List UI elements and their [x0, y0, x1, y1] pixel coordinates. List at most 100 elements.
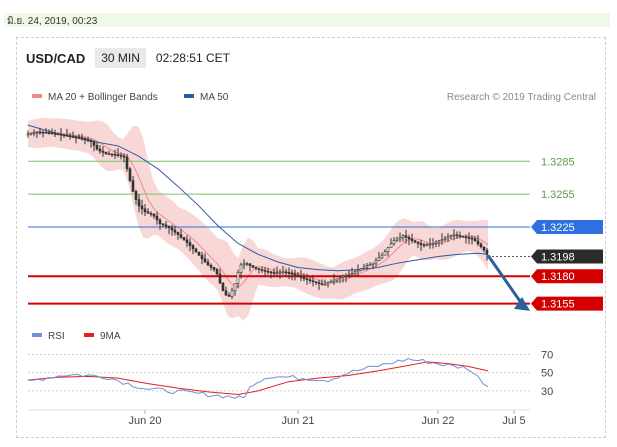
candle-body [317, 282, 321, 284]
candle-body [428, 243, 432, 246]
candle-body [257, 268, 261, 270]
candle-body [422, 244, 426, 246]
rsi-legend-label: RSI [48, 331, 65, 342]
candle-body [377, 257, 381, 261]
candle-body [452, 234, 456, 237]
candle-body [386, 247, 390, 252]
candle-body [197, 251, 201, 256]
candle-body [86, 138, 90, 141]
candle-body [281, 271, 285, 274]
candle-body [80, 137, 84, 139]
candle-body [479, 243, 483, 248]
rsi-ma-line [27, 361, 489, 396]
timestamp: 02:28:51 CET [155, 51, 230, 65]
ma50-line [27, 124, 489, 272]
candle-body [320, 283, 324, 285]
candle-body [482, 246, 486, 251]
ma50-legend-swatch [184, 94, 194, 98]
candle-body [401, 235, 405, 238]
candle-body [371, 262, 375, 265]
candle-body [446, 236, 450, 239]
ma20-legend-label: MA 20 + Bollinger Bands [48, 92, 158, 103]
rsi-line [27, 358, 489, 399]
candle-body [110, 153, 114, 156]
date-background [4, 13, 610, 27]
candle-body [260, 269, 264, 271]
candle-body [353, 271, 357, 274]
candle-body [215, 269, 219, 275]
candle-body [293, 273, 297, 276]
candle-body [323, 283, 327, 286]
candle-body [59, 133, 63, 136]
candle-body [440, 239, 444, 242]
candle-body [326, 282, 330, 285]
level-badge-1-3155 [531, 296, 603, 311]
candle-body [251, 265, 255, 268]
candle-body [218, 273, 222, 284]
candle-body [56, 133, 60, 136]
candle-body [188, 242, 192, 246]
rsi-legend-swatch [32, 333, 42, 337]
candle-body [149, 213, 153, 215]
candle-body [176, 232, 180, 235]
candle-body [476, 240, 480, 245]
level-label-1-3225: 1.3225 [541, 222, 575, 234]
candle-body [329, 281, 333, 284]
candle-body [485, 249, 489, 255]
candle-body [71, 135, 75, 138]
candle-body [167, 225, 171, 229]
candle-body [125, 156, 129, 170]
candle-body [26, 133, 30, 136]
rsi-ma-legend-label: 9MA [100, 331, 121, 342]
timeframe-badge[interactable]: 30 MIN [95, 48, 146, 68]
candle-body [224, 290, 228, 296]
candle-body [449, 235, 453, 238]
candle-body [314, 281, 318, 283]
level-label-1-3155: 1.3155 [541, 299, 575, 311]
candle-body [335, 278, 339, 281]
candle-body [104, 152, 108, 154]
candle-body [416, 241, 420, 244]
candle-body [161, 223, 165, 226]
candle-body [296, 274, 300, 277]
currency-pair: USD/CAD [26, 50, 86, 66]
candle-body [263, 270, 267, 272]
x-tick-label: Jun 20 [128, 415, 161, 427]
candle-body [407, 237, 411, 240]
candle-body [356, 269, 360, 273]
level-label-1-3285: 1.3285 [541, 156, 575, 168]
rsi-tick-30: 30 [541, 386, 553, 398]
candle-body [287, 272, 291, 274]
candle-body [47, 132, 51, 134]
candle-body [455, 234, 459, 237]
date-bar: มิ.ย. 24, 2019, 00:23 [0, 0, 617, 28]
bollinger-band [28, 118, 488, 321]
candle-body [302, 277, 306, 280]
candle-body [182, 236, 186, 241]
candle-body [230, 290, 234, 297]
candle-body [212, 267, 216, 270]
candle-body [50, 132, 54, 135]
candle-body [290, 272, 294, 275]
date-text: มิ.ย. 24, 2019, 00:23 [7, 16, 98, 27]
candle-body [443, 237, 447, 240]
candle-body [164, 224, 168, 227]
candle-body [200, 255, 204, 259]
ma20-legend-swatch [32, 94, 42, 98]
candle-body [245, 263, 249, 265]
candle-body [425, 244, 429, 246]
candle-body [461, 235, 465, 238]
candle-body [434, 241, 438, 244]
candle-body [374, 260, 378, 264]
candle-body [152, 213, 156, 217]
candle-body [389, 243, 393, 249]
candle-body [92, 141, 96, 146]
candle-body [140, 205, 144, 210]
candle-body [101, 150, 105, 153]
candle-body [137, 199, 141, 207]
level-label-1-3255: 1.3255 [541, 189, 575, 201]
candle-body [380, 254, 384, 259]
candle-body [239, 264, 243, 273]
candle-body [113, 153, 117, 156]
